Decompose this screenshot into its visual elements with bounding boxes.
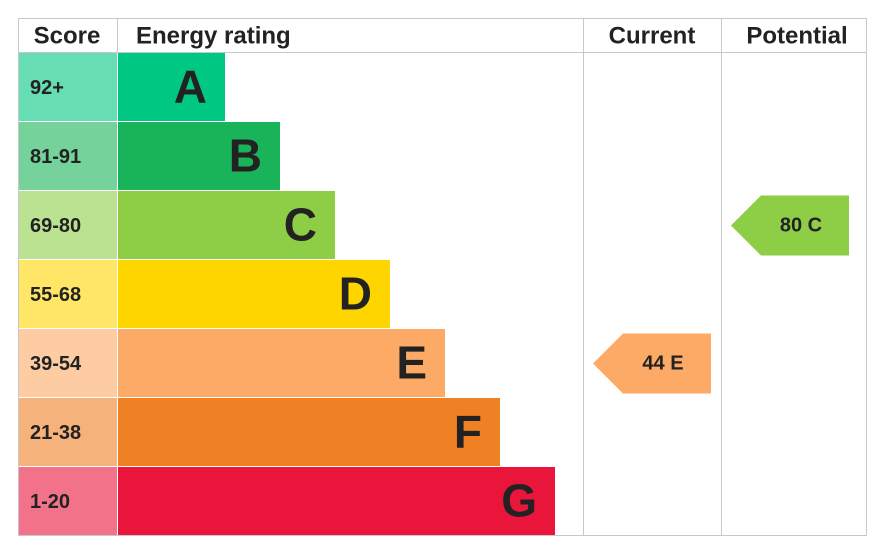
score-cell [19,53,117,121]
score-cell [19,467,117,535]
rating-letter: D [339,268,372,320]
rating-bar [118,329,445,397]
rating-bar [118,53,225,121]
current-score: 44 [642,353,665,375]
score-cell [19,191,117,259]
potential-rating: C [808,215,822,237]
score-cell [19,260,117,328]
rating-bar [118,398,500,466]
score-cell [19,398,117,466]
header-energy-rating: Energy rating [136,22,291,49]
rating-letter: B [229,130,262,182]
score-range: 39-54 [30,353,82,375]
score-range: 21-38 [30,422,81,444]
current-arrow [593,333,711,394]
score-range: 1-20 [30,491,70,513]
score-range: 55-68 [30,284,81,306]
frame [18,18,867,536]
score-range: 81-91 [30,146,81,168]
potential-label: 80 C [780,215,822,237]
header-current: Current [609,22,696,49]
score-cell [19,122,117,190]
rating-bar [118,467,555,535]
header-score: Score [34,22,101,49]
rating-letter: G [501,475,537,527]
score-range: 69-80 [30,215,81,237]
rating-bar [118,122,280,190]
rating-bar [118,260,390,328]
potential-arrow [731,195,849,256]
rating-letter: C [284,199,317,251]
rating-letter: F [454,406,482,458]
header-potential: Potential [746,22,847,49]
current-rating: E [670,353,683,375]
rating-bar [118,191,335,259]
score-cell [19,329,117,397]
rating-letter: E [396,337,427,389]
potential-score: 80 [780,215,802,237]
current-label: 44 E [642,353,683,375]
score-range: 92+ [30,77,64,99]
rating-letter: A [174,61,207,113]
